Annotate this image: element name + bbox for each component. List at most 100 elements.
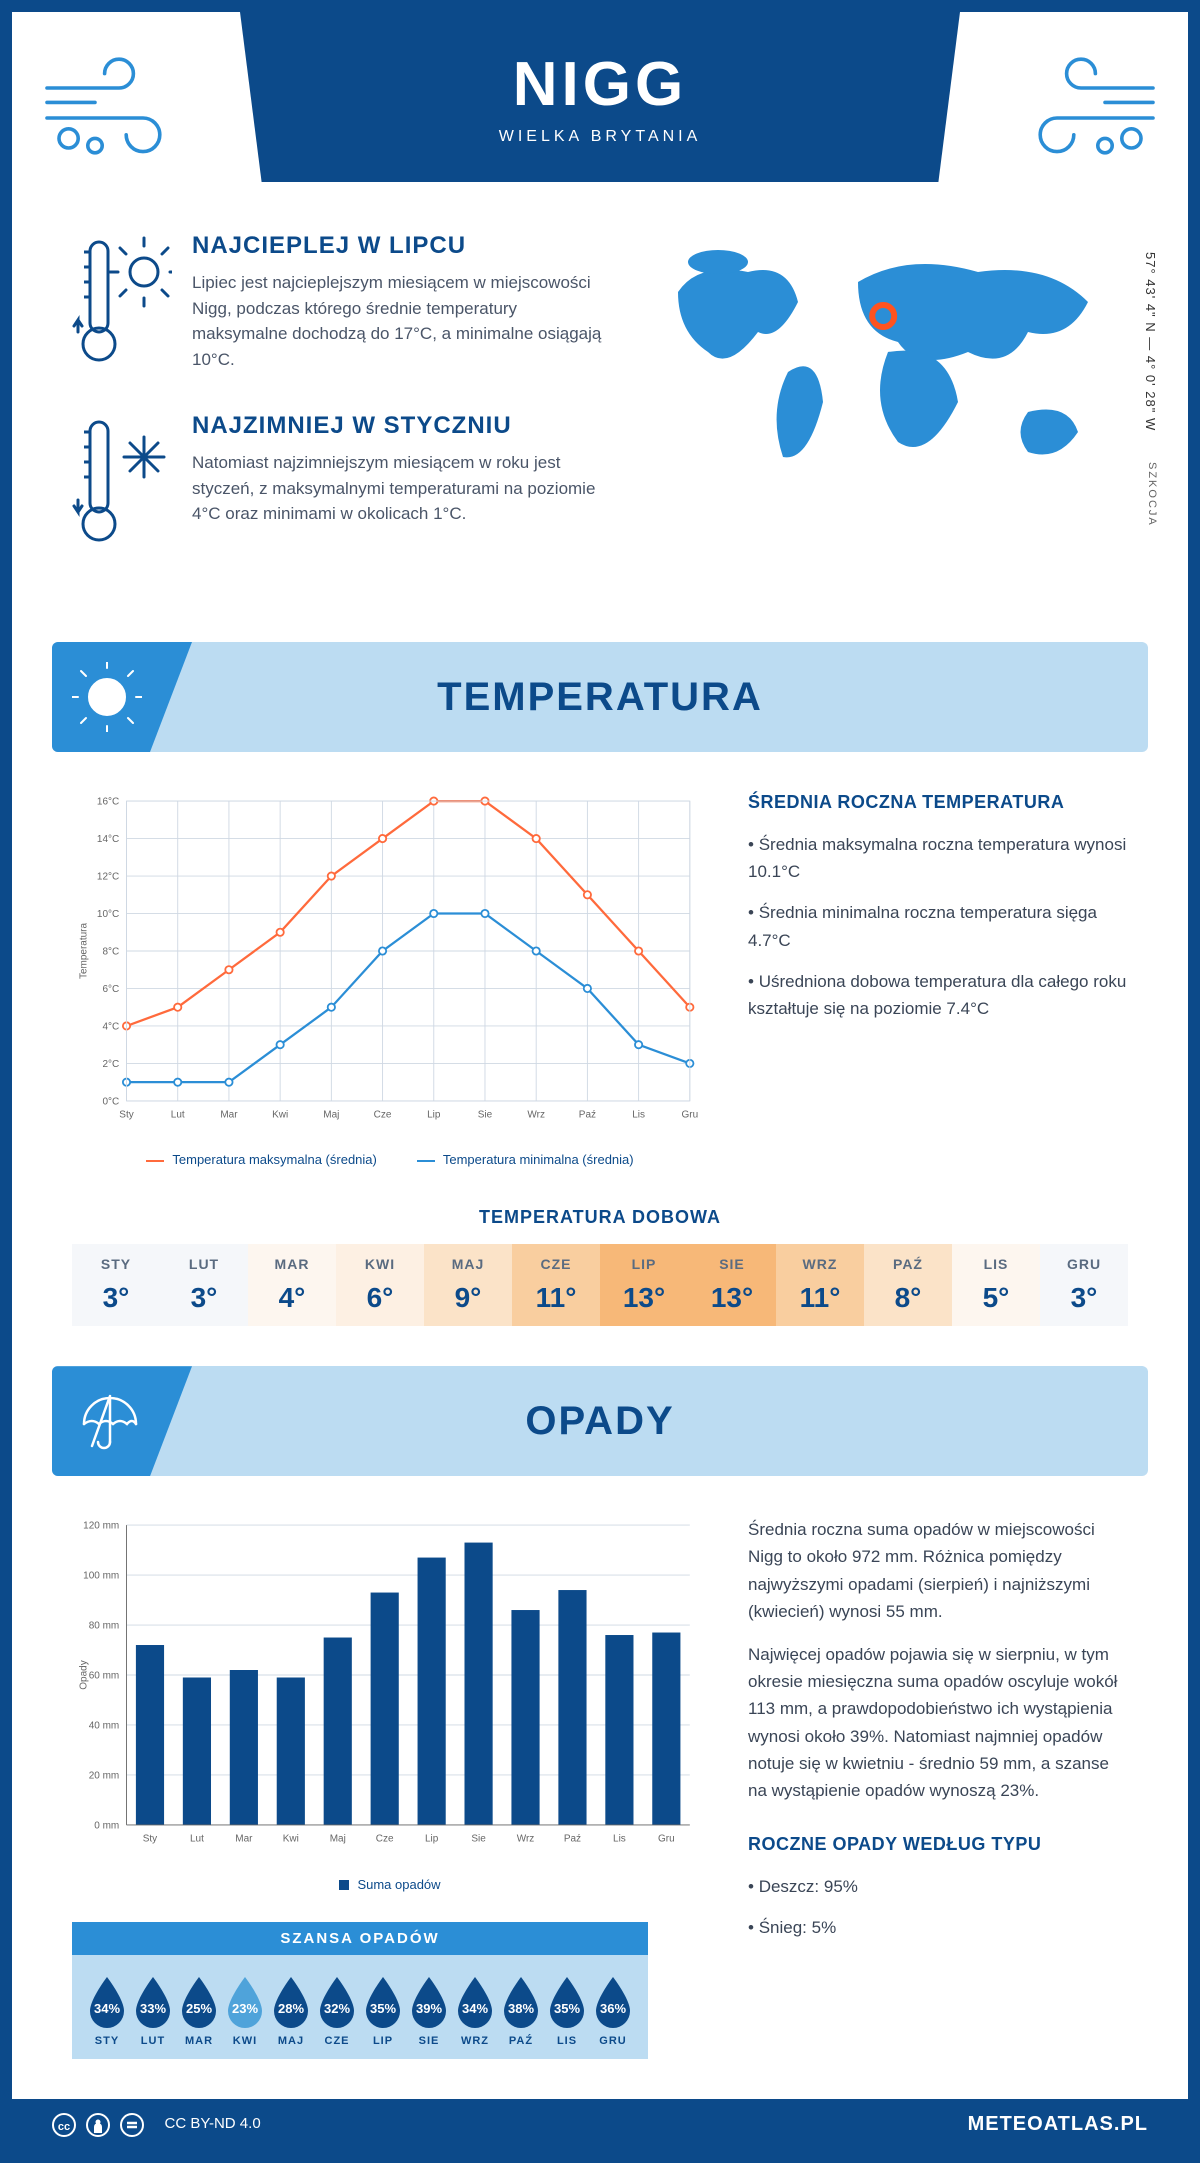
daily-temp-cell: SIE13° [688, 1244, 776, 1326]
daily-temp-cell: MAR4° [248, 1244, 336, 1326]
svg-text:12°C: 12°C [97, 872, 119, 883]
svg-text:Kwi: Kwi [283, 1834, 299, 1845]
rain-chance-drop: 28% MAJ [268, 1973, 314, 2047]
svg-text:Cze: Cze [376, 1834, 394, 1845]
region-label: SZKOCJA [1146, 462, 1158, 527]
svg-text:Lut: Lut [171, 1109, 185, 1120]
precip-types-title: ROCZNE OPADY WEDŁUG TYPU [748, 1834, 1128, 1855]
rain-chance-drop: 38% PAŹ [498, 1973, 544, 2047]
coldest-title: NAJZIMNIEJ W STYCZNIU [192, 412, 608, 440]
hottest-title: NAJCIEPLEJ W LIPCU [192, 232, 608, 260]
svg-text:16°C: 16°C [97, 797, 119, 808]
thermometer-sun-icon [72, 232, 172, 377]
svg-text:20 mm: 20 mm [89, 1771, 120, 1782]
coldest-fact: NAJZIMNIEJ W STYCZNIU Natomiast najzimni… [72, 412, 608, 557]
rain-chance-drop: 32% CZE [314, 1973, 360, 2047]
coldest-text: Natomiast najzimniejszym miesiącem w rok… [192, 450, 608, 527]
daily-temp-cell: KWI6° [336, 1244, 424, 1326]
legend-max: Temperatura maksymalna (średnia) [146, 1152, 376, 1167]
page-subtitle: WIELKA BRYTANIA [499, 128, 702, 146]
svg-text:Gru: Gru [681, 1109, 698, 1120]
svg-text:38%: 38% [508, 2001, 534, 2016]
svg-text:Mar: Mar [235, 1834, 253, 1845]
svg-text:Cze: Cze [374, 1109, 392, 1120]
svg-text:33%: 33% [140, 2001, 166, 2016]
rain-chance-drop: 35% LIP [360, 1973, 406, 2047]
hottest-text: Lipiec jest najcieplejszym miesiącem w m… [192, 270, 608, 372]
header: NIGG WIELKA BRYTANIA [12, 12, 1188, 202]
svg-text:14°C: 14°C [97, 834, 119, 845]
rain-chance-title: SZANSA OPADÓW [72, 1922, 648, 1955]
svg-text:34%: 34% [462, 2001, 488, 2016]
temperature-section-header: TEMPERATURA [52, 642, 1148, 752]
svg-text:Sty: Sty [143, 1834, 157, 1845]
daily-temp-cell: LIP13° [600, 1244, 688, 1326]
svg-text:Paź: Paź [564, 1834, 581, 1845]
svg-text:36%: 36% [600, 2001, 626, 2016]
svg-text:Maj: Maj [330, 1834, 346, 1845]
svg-text:80 mm: 80 mm [89, 1621, 120, 1632]
hottest-fact: NAJCIEPLEJ W LIPCU Lipiec jest najcieple… [72, 232, 608, 377]
svg-text:120 mm: 120 mm [83, 1521, 119, 1532]
thermometer-snow-icon [72, 412, 172, 557]
precip-text: Średnia roczna suma opadów w miejscowośc… [748, 1516, 1128, 1625]
page-title: NIGG [513, 49, 687, 120]
svg-text:Lut: Lut [190, 1834, 204, 1845]
cc-icon: cc [52, 2113, 76, 2137]
wind-icon [32, 52, 182, 172]
temp-side-title: ŚREDNIA ROCZNA TEMPERATURA [748, 792, 1128, 813]
precip-text: Najwięcej opadów pojawia się w sierpniu,… [748, 1641, 1128, 1804]
temp-side-item: Średnia maksymalna roczna temperatura wy… [748, 831, 1128, 885]
svg-text:100 mm: 100 mm [83, 1571, 119, 1582]
svg-text:23%: 23% [232, 2001, 258, 2016]
daily-temp-strip: STY3°LUT3°MAR4°KWI6°MAJ9°CZE11°LIP13°SIE… [72, 1244, 1128, 1326]
precipitation-title: OPADY [525, 1399, 674, 1444]
sun-icon [52, 642, 192, 752]
daily-temp-cell: STY3° [72, 1244, 160, 1326]
daily-temp-cell: LUT3° [160, 1244, 248, 1326]
svg-text:32%: 32% [324, 2001, 350, 2016]
svg-text:39%: 39% [416, 2001, 442, 2016]
world-map [648, 232, 1128, 512]
svg-text:34%: 34% [94, 2001, 120, 2016]
precipitation-section-header: OPADY [52, 1366, 1148, 1476]
rain-chance-drop: 35% LIS [544, 1973, 590, 2047]
svg-text:Lip: Lip [425, 1834, 439, 1845]
svg-text:0 mm: 0 mm [94, 1821, 119, 1832]
legend-precip: Suma opadów [339, 1877, 440, 1892]
daily-temp-cell: GRU3° [1040, 1244, 1128, 1326]
svg-text:10°C: 10°C [97, 909, 119, 920]
rain-chance-drop: 33% LUT [130, 1973, 176, 2047]
svg-text:28%: 28% [278, 2001, 304, 2016]
license-text: CC BY-ND 4.0 [165, 2115, 261, 2132]
svg-text:0°C: 0°C [102, 1097, 119, 1108]
temperature-title: TEMPERATURA [437, 675, 763, 720]
temp-side-item: Uśredniona dobowa temperatura dla całego… [748, 968, 1128, 1022]
svg-text:2°C: 2°C [102, 1059, 119, 1070]
temperature-chart: 0°C2°C4°C6°C8°C10°C12°C14°C16°CStyLutMar… [72, 792, 708, 1167]
wind-icon [1018, 52, 1168, 172]
svg-text:Mar: Mar [220, 1109, 238, 1120]
rain-chance: SZANSA OPADÓW 34% STY 33% LUT 25% MAR 23… [72, 1922, 648, 2059]
svg-text:Wrz: Wrz [517, 1834, 535, 1845]
svg-text:Paź: Paź [579, 1109, 596, 1120]
temp-side-item: Średnia minimalna roczna temperatura się… [748, 899, 1128, 953]
svg-text:Sty: Sty [119, 1109, 133, 1120]
svg-text:Temperatura: Temperatura [79, 923, 90, 979]
umbrella-icon [52, 1366, 192, 1476]
rain-chance-drop: 34% WRZ [452, 1973, 498, 2047]
svg-text:Wrz: Wrz [527, 1109, 545, 1120]
svg-text:25%: 25% [186, 2001, 212, 2016]
daily-temp-cell: LIS5° [952, 1244, 1040, 1326]
daily-temp-cell: MAJ9° [424, 1244, 512, 1326]
svg-text:35%: 35% [554, 2001, 580, 2016]
svg-text:Kwi: Kwi [272, 1109, 288, 1120]
svg-text:Lis: Lis [632, 1109, 645, 1120]
svg-text:Maj: Maj [323, 1109, 339, 1120]
footer: cc CC BY-ND 4.0 METEOATLAS.PL [12, 2099, 1188, 2151]
by-icon [86, 2113, 110, 2137]
daily-temp-title: TEMPERATURA DOBOWA [72, 1207, 1128, 1228]
precipitation-chart: 0 mm20 mm40 mm60 mm80 mm100 mm120 mmOpad… [72, 1516, 708, 1891]
rain-chance-drop: 23% KWI [222, 1973, 268, 2047]
svg-text:Opady: Opady [79, 1661, 90, 1690]
